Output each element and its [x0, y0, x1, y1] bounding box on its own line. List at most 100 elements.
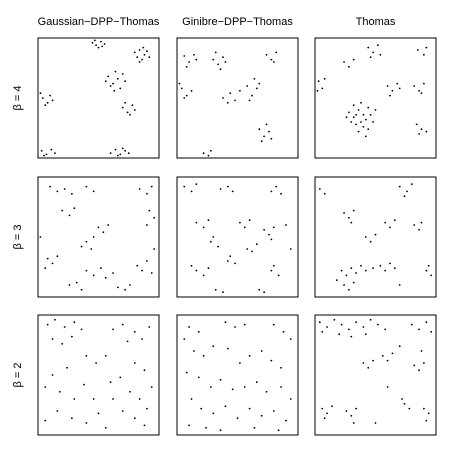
point [285, 224, 287, 226]
panel-frame [37, 176, 160, 298]
point [116, 286, 119, 289]
point [56, 255, 59, 258]
point [190, 190, 193, 193]
point [369, 56, 372, 59]
point [183, 97, 186, 99]
point [183, 338, 186, 340]
point [142, 46, 145, 49]
point [116, 154, 119, 157]
point [121, 323, 124, 326]
point [185, 65, 188, 68]
row-label: β = 4 [12, 86, 24, 111]
point [391, 89, 394, 92]
point [350, 221, 353, 224]
point [389, 94, 391, 97]
point [73, 321, 76, 324]
point [318, 188, 321, 190]
point [243, 226, 246, 229]
point [272, 226, 275, 229]
point [340, 269, 343, 272]
point [44, 419, 47, 422]
point [317, 80, 320, 83]
point [420, 350, 423, 352]
point [234, 99, 236, 102]
point [126, 340, 129, 343]
point [420, 128, 423, 131]
point [420, 92, 423, 95]
point [46, 323, 49, 326]
point [109, 85, 112, 87]
point [136, 264, 139, 267]
point [343, 284, 345, 286]
point [209, 149, 212, 152]
point [51, 374, 54, 376]
point [239, 89, 241, 92]
point [183, 185, 186, 188]
point [389, 226, 391, 229]
point [119, 376, 122, 379]
point [352, 281, 355, 284]
point [275, 185, 278, 188]
point [425, 321, 428, 324]
point [367, 46, 370, 49]
panel-frame [314, 176, 437, 298]
point [323, 192, 326, 195]
point [133, 51, 136, 54]
point [112, 272, 114, 274]
point [143, 424, 146, 427]
point [219, 378, 222, 381]
point [367, 366, 370, 369]
point [423, 407, 425, 410]
point [207, 267, 210, 270]
point [280, 366, 282, 369]
point [226, 185, 229, 188]
point [398, 284, 401, 286]
point [410, 183, 413, 186]
point [183, 55, 186, 57]
point [202, 354, 205, 357]
point [133, 109, 136, 111]
point [146, 192, 148, 195]
point [70, 417, 73, 420]
point [289, 248, 292, 250]
point [150, 185, 153, 188]
point [93, 39, 96, 42]
point [141, 269, 143, 272]
point [124, 80, 127, 83]
point [143, 369, 146, 372]
point [343, 212, 345, 214]
point [367, 128, 370, 131]
point [44, 386, 47, 388]
point [138, 49, 141, 51]
point [43, 154, 45, 157]
point [350, 414, 353, 417]
point [49, 94, 51, 97]
point [277, 274, 280, 277]
point [121, 147, 124, 150]
point [212, 236, 215, 238]
point [255, 381, 258, 384]
point [150, 386, 153, 388]
point [188, 61, 191, 63]
point [100, 267, 102, 270]
column-title: Gaussian−DPP−Thomas [38, 16, 160, 28]
point [270, 238, 273, 241]
point [127, 152, 130, 155]
point [398, 185, 401, 188]
point [347, 288, 350, 291]
point [416, 49, 419, 51]
point [372, 359, 374, 362]
point [224, 405, 227, 408]
point [146, 260, 148, 262]
point [63, 188, 66, 190]
point [80, 328, 83, 331]
point [415, 123, 418, 126]
point [321, 330, 324, 333]
point [95, 362, 97, 364]
point [364, 135, 367, 138]
point [265, 53, 268, 56]
point [430, 330, 433, 333]
point [374, 422, 377, 424]
point [54, 152, 56, 155]
point [253, 426, 256, 429]
